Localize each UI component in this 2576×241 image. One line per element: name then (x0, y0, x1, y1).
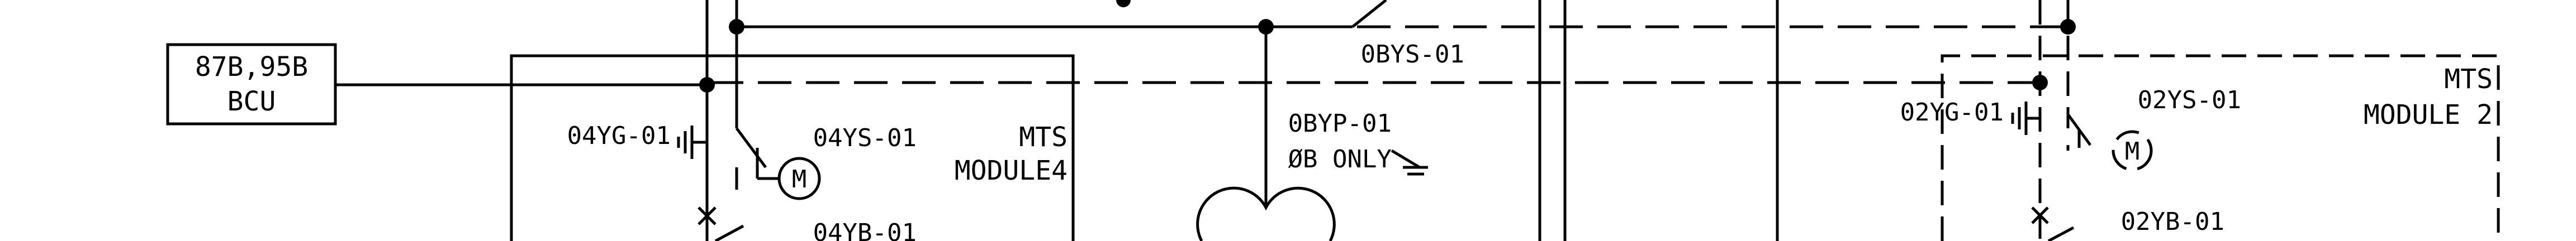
module2-enclosure: MTS MODULE 2 (1941, 54, 2500, 241)
module2-motor-label: M (2125, 137, 2140, 166)
bcu-box-line1: 87B,95B (195, 51, 308, 83)
module4-breaker-symbol (698, 206, 744, 241)
module2-motor: M (2112, 130, 2153, 171)
center-pt-note: ØB ONLY (1288, 145, 1392, 173)
center-pt-symbol (1196, 186, 1336, 241)
module2-breaker-label: 02YB-01 (2121, 208, 2224, 236)
bcu-box: 87B,95B BCU (166, 43, 337, 126)
module4-ground-label: 04YG-01 (567, 122, 671, 150)
center-switch-blade (1351, 0, 1387, 28)
module2-junction-lower (2032, 75, 2048, 90)
module4-motor-label: M (792, 165, 807, 194)
module2-breaker-symbol (2031, 206, 2075, 241)
module4-junction-lower (699, 77, 715, 93)
module2-ground-label: 02YG-01 (1900, 98, 2004, 127)
center-pt-ground-icon (1391, 149, 1428, 176)
module4-switch-label: 04YS-01 (813, 124, 917, 152)
module2-ground-symbol (2011, 102, 2040, 135)
module2-title-line1: MTS (2444, 64, 2493, 95)
top-junction-left (1116, 0, 1131, 7)
module4-motor: M (777, 157, 821, 200)
module2-switch-label: 02YS-01 (2138, 86, 2241, 114)
module4-breaker-label: 04YB-01 (813, 219, 917, 241)
module4-title-line1: MTS (1019, 122, 1068, 153)
module4-ground-symbol (677, 126, 707, 159)
module4-title-line2: MODULE4 (955, 155, 1068, 186)
bcu-box-line2: BCU (227, 86, 276, 117)
module2-junction-upper (2060, 19, 2076, 35)
module4-enclosure: MTS MODULE4 (510, 54, 1075, 241)
center-switch-label: 0BYS-01 (1361, 40, 1464, 69)
module4-switch-symbol (735, 127, 780, 190)
module2-switch-symbol (2066, 113, 2092, 151)
module2-title-line2: MODULE 2 (2364, 99, 2493, 131)
center-pt-label: 0BYP-01 (1288, 109, 1392, 138)
